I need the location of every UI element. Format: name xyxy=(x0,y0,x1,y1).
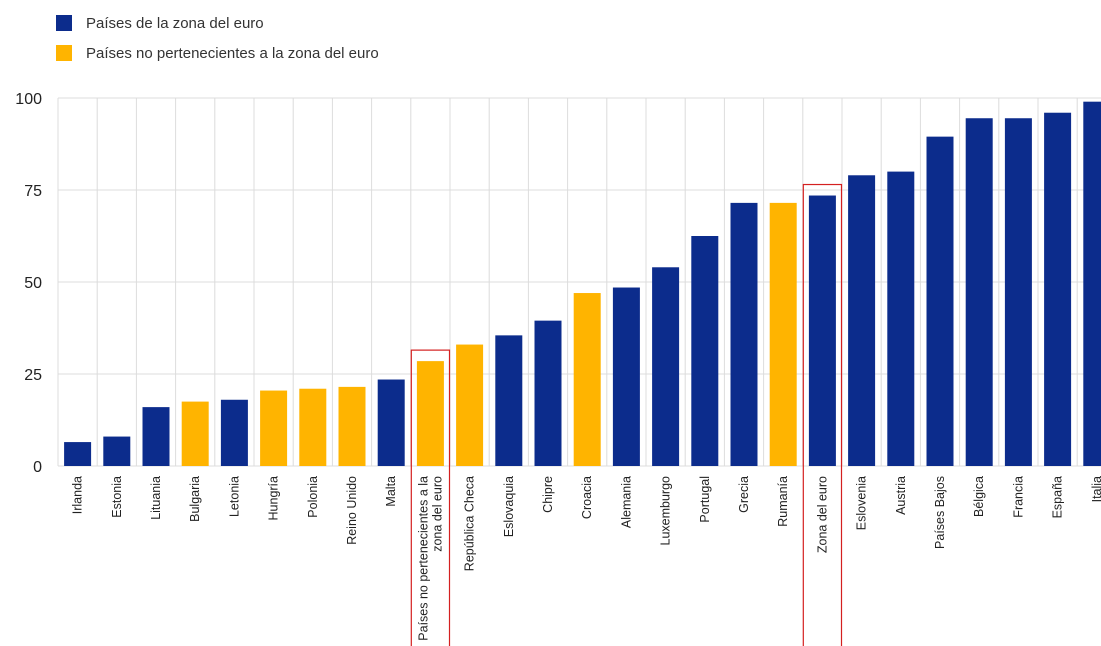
bar-1 xyxy=(103,437,130,466)
x-tick-label-19: Zona del euro xyxy=(815,476,829,553)
x-tick-label-9: Países no pertenecientes a lazona del eu… xyxy=(416,476,444,641)
x-tick-label-26: Italia xyxy=(1090,476,1101,502)
y-tick-label-25: 25 xyxy=(24,367,42,384)
x-tick-label-7: Reino Unido xyxy=(345,476,359,545)
bar-14 xyxy=(613,288,640,466)
bar-2 xyxy=(143,407,170,466)
y-tick-label-75: 75 xyxy=(24,183,42,200)
bar-0 xyxy=(64,442,91,466)
bar-13 xyxy=(574,293,601,466)
x-tick-label-15: Luxemburgo xyxy=(659,476,673,546)
bar-9 xyxy=(417,361,444,466)
x-tick-label-6: Polonia xyxy=(306,476,320,518)
bar-6 xyxy=(299,389,326,466)
bar-19 xyxy=(809,196,836,466)
x-tick-label-13: Croacia xyxy=(580,476,594,519)
bar-20 xyxy=(848,175,875,466)
bar-3 xyxy=(182,402,209,466)
x-tick-label-10: República Checa xyxy=(463,476,477,571)
x-tick-label-24: Francia xyxy=(1011,476,1025,518)
x-tick-label-1: Estonia xyxy=(110,476,124,518)
bar-16 xyxy=(691,236,718,466)
x-tick-label-8: Malta xyxy=(384,476,398,507)
bar-15 xyxy=(652,267,679,466)
bar-21 xyxy=(887,172,914,466)
bar-22 xyxy=(927,137,954,466)
bar-7 xyxy=(339,387,366,466)
bar-17 xyxy=(731,203,758,466)
y-tick-label-50: 50 xyxy=(24,275,42,292)
x-tick-label-3: Bulgaria xyxy=(188,476,202,522)
x-tick-label-16: Portugal xyxy=(698,476,712,523)
bar-10 xyxy=(456,345,483,466)
bar-18 xyxy=(770,203,797,466)
y-tick-label-100: 100 xyxy=(15,91,42,108)
x-tick-label-22: Países Bajos xyxy=(933,476,947,549)
bar-23 xyxy=(966,118,993,466)
x-tick-label-2: Lituania xyxy=(149,476,163,520)
x-tick-label-17: Grecia xyxy=(737,476,751,513)
x-tick-label-4: Letonia xyxy=(227,476,241,517)
x-tick-label-14: Alemania xyxy=(619,476,633,528)
x-tick-label-20: Eslovenia xyxy=(855,476,869,530)
x-tick-label-21: Austria xyxy=(894,476,908,515)
bar-26 xyxy=(1083,102,1101,466)
x-tick-label-0: Irlanda xyxy=(71,476,85,514)
bar-11 xyxy=(495,335,522,466)
x-tick-label-12: Chipre xyxy=(541,476,555,513)
x-tick-label-23: Bélgica xyxy=(972,476,986,517)
bar-5 xyxy=(260,391,287,466)
bar-24 xyxy=(1005,118,1032,466)
x-tick-label-5: Hungría xyxy=(267,476,281,521)
bar-25 xyxy=(1044,113,1071,466)
x-tick-label-18: Rumanía xyxy=(776,476,790,527)
x-tick-label-11: Eslovaquia xyxy=(502,476,516,537)
bar-4 xyxy=(221,400,248,466)
bar-12 xyxy=(535,321,562,466)
y-tick-label-0: 0 xyxy=(33,459,42,476)
x-tick-label-25: España xyxy=(1051,476,1065,518)
bar-8 xyxy=(378,380,405,466)
